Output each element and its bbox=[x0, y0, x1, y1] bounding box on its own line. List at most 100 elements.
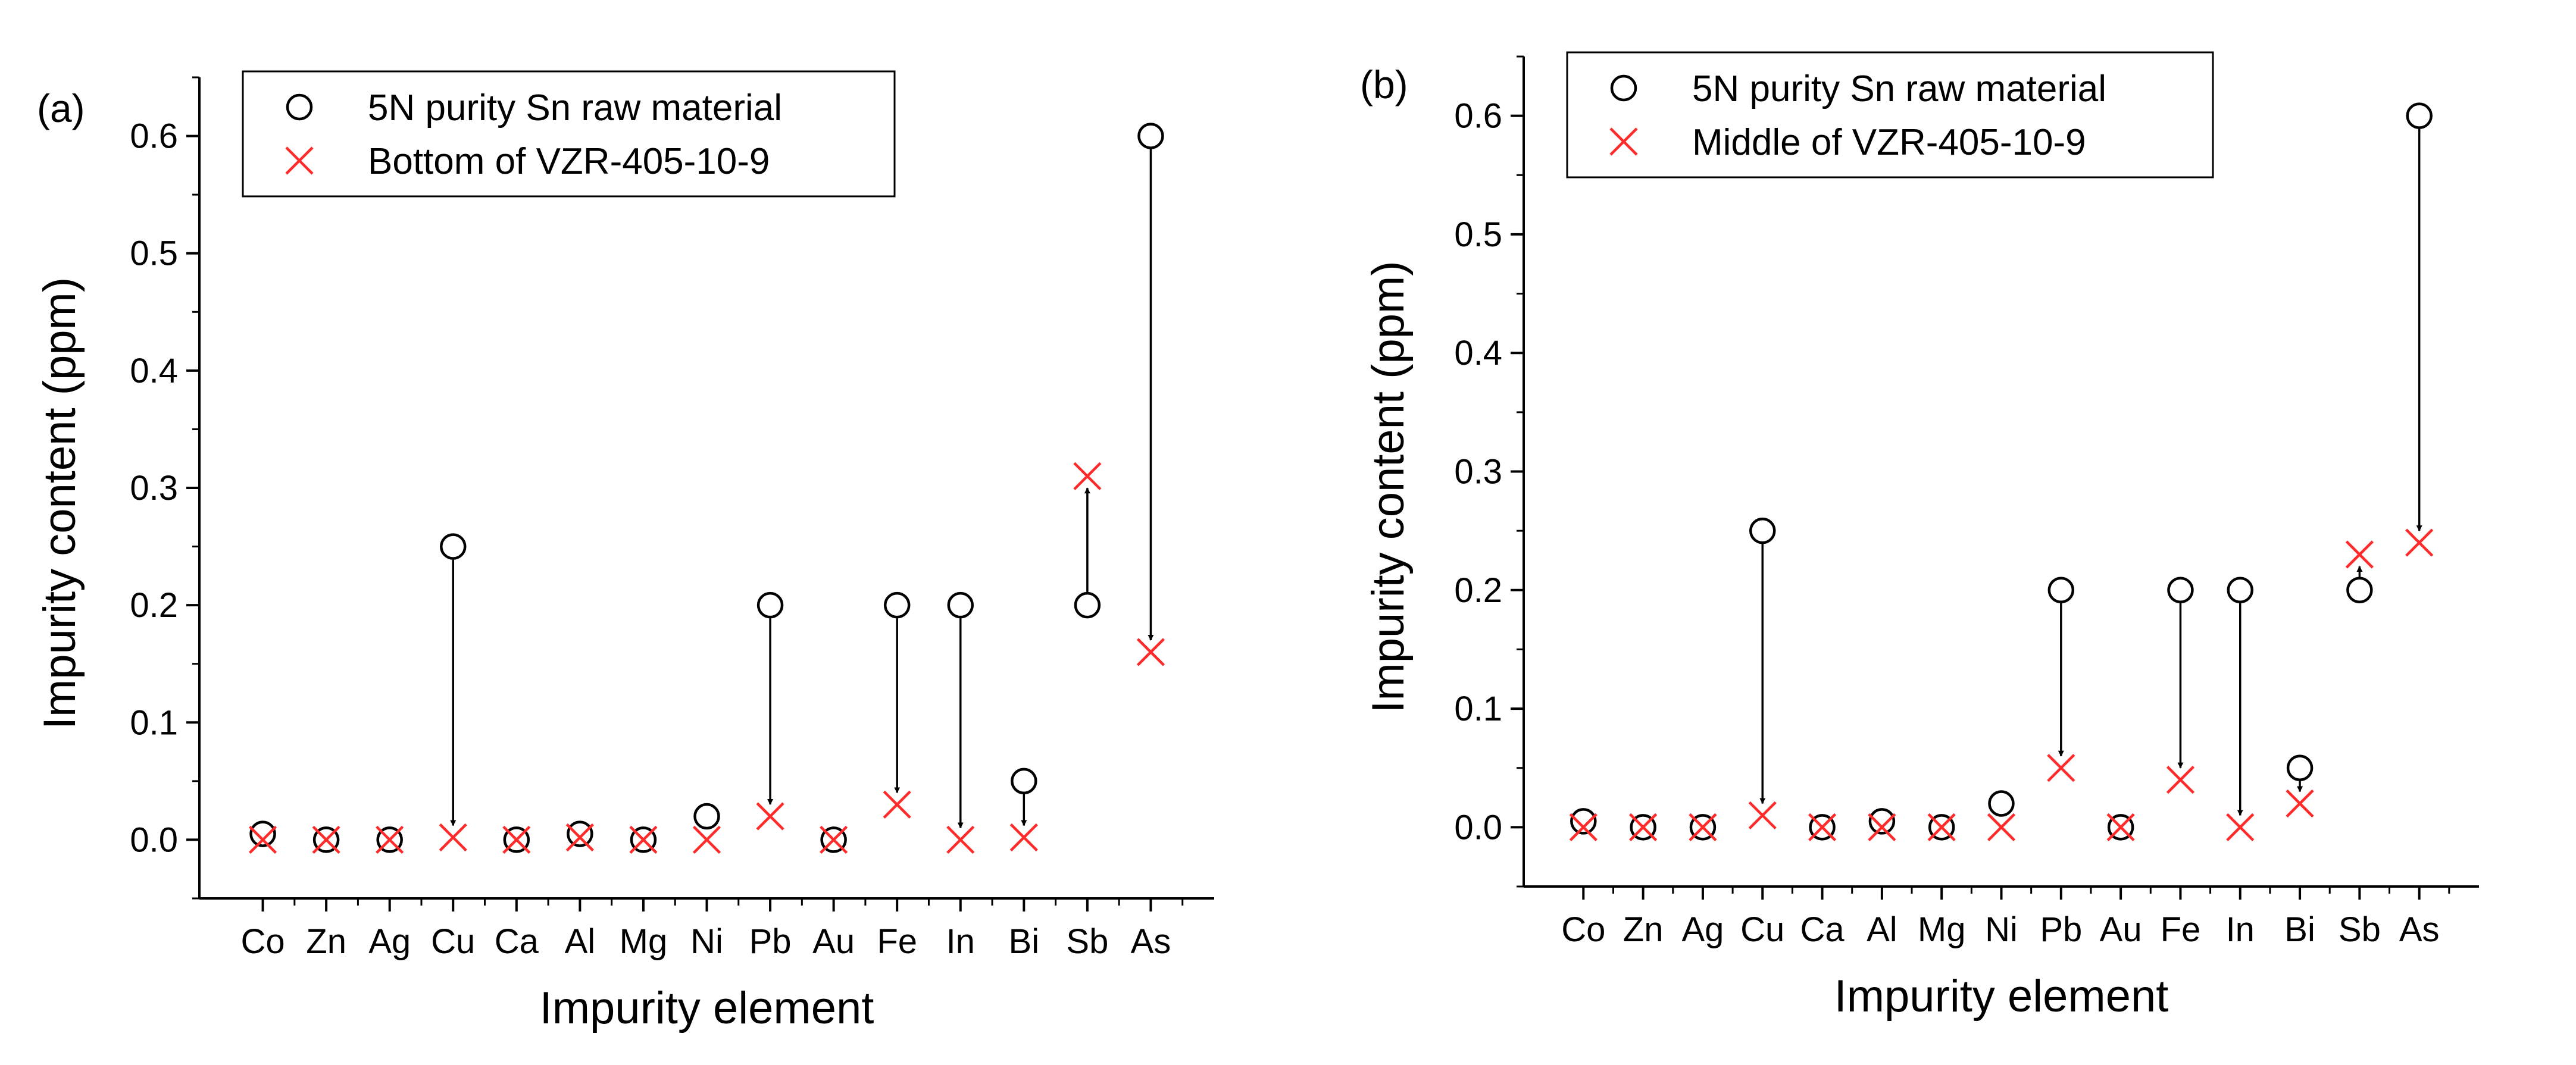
x-tick-label: Ag bbox=[368, 922, 411, 961]
y-axis-title: Impurity content (ppm) bbox=[35, 277, 85, 729]
x-tick-label: Zn bbox=[1623, 910, 1664, 949]
y-tick-label: 0.6 bbox=[1454, 97, 1502, 136]
raw-material-point bbox=[2286, 754, 2314, 781]
y-axis-title: Impurity content (ppm) bbox=[1363, 261, 1414, 713]
legend-circle-marker bbox=[286, 93, 313, 121]
processed-point bbox=[439, 823, 467, 852]
legend-label-processed: Bottom of VZR-405-10-9 bbox=[368, 141, 770, 182]
x-tick-label: Ni bbox=[1985, 910, 2018, 949]
raw-material-point bbox=[2227, 577, 2253, 604]
processed-point bbox=[2047, 754, 2075, 782]
processed-point bbox=[946, 825, 975, 854]
x-axis-title: Impurity element bbox=[540, 983, 874, 1033]
raw-material-point bbox=[1928, 814, 1955, 841]
processed-point bbox=[1987, 813, 2016, 841]
x-tick-label: Bi bbox=[1009, 922, 1040, 961]
processed-point bbox=[2345, 540, 2374, 569]
x-tick-label: In bbox=[2226, 910, 2255, 949]
x-tick-label: Mg bbox=[1918, 910, 1966, 949]
x-tick-label: Ca bbox=[495, 922, 539, 961]
processed-point bbox=[376, 825, 404, 854]
raw-material-point bbox=[693, 803, 720, 830]
x-axis-title: Impurity element bbox=[1834, 971, 2169, 1022]
y-tick-label: 0.5 bbox=[1454, 215, 1502, 254]
processed-point bbox=[248, 825, 277, 854]
y-tick-label: 0.2 bbox=[130, 586, 178, 625]
x-tick-label: Pb bbox=[749, 922, 792, 961]
raw-material-point bbox=[2346, 577, 2373, 604]
raw-material-point bbox=[1137, 123, 1164, 149]
x-tick-label: Co bbox=[240, 922, 285, 961]
processed-point bbox=[1927, 813, 1956, 841]
raw-material-point bbox=[2167, 577, 2194, 604]
x-tick-label: Sb bbox=[2339, 910, 2381, 949]
x-tick-label: Fe bbox=[2161, 910, 2201, 949]
processed-point bbox=[1868, 813, 1896, 841]
raw-material-point bbox=[440, 533, 467, 560]
x-tick-label: Al bbox=[565, 922, 596, 961]
processed-point bbox=[692, 825, 721, 854]
raw-material-point bbox=[1630, 814, 1656, 841]
legend-box bbox=[242, 70, 896, 198]
x-tick-label: Pb bbox=[2040, 910, 2082, 949]
panel-label: (b) bbox=[1360, 62, 1408, 106]
raw-material-point bbox=[1868, 808, 1896, 835]
y-tick-label: 0.3 bbox=[130, 469, 178, 508]
x-tick-label: Cu bbox=[431, 922, 475, 961]
chart-panel-a: 0.0 0.1 0.2 0.3 0.4 0.5 0.6 Co Zn Ag Cu Ca Al Mg Ni Pb A… bbox=[35, 70, 1214, 1033]
x-tick-label: Ag bbox=[1681, 910, 1724, 949]
x-tick-label: Sb bbox=[1066, 922, 1108, 961]
raw-material-point bbox=[820, 826, 847, 853]
legend-label-processed: Middle of VZR-405-10-9 bbox=[1692, 122, 2086, 163]
processed-point bbox=[1689, 813, 1717, 841]
y-tick-label: 0.4 bbox=[130, 352, 178, 390]
panel-label: (a) bbox=[37, 86, 85, 130]
y-tick-label: 0.6 bbox=[130, 117, 178, 156]
processed-point bbox=[1073, 462, 1102, 490]
y-tick-label: 0.1 bbox=[130, 703, 178, 742]
processed-point bbox=[2166, 766, 2195, 794]
processed-point bbox=[1808, 813, 1837, 841]
raw-material-point bbox=[376, 826, 403, 853]
processed-point bbox=[565, 823, 594, 852]
raw-material-point bbox=[2047, 577, 2075, 604]
processed-point bbox=[2106, 813, 2135, 841]
raw-material-point bbox=[1988, 790, 2015, 817]
raw-material-point bbox=[756, 591, 784, 619]
raw-material-point bbox=[2107, 814, 2134, 841]
legend-circle-marker bbox=[1610, 74, 1637, 102]
x-tick-label: Bi bbox=[2284, 910, 2315, 949]
x-tick-label: Ni bbox=[690, 922, 723, 961]
raw-material-point bbox=[883, 591, 911, 619]
x-tick-label: Cu bbox=[1740, 910, 1784, 949]
processed-point bbox=[2226, 813, 2255, 841]
raw-material-point bbox=[1074, 591, 1101, 619]
y-tick-label: 0.0 bbox=[130, 820, 178, 859]
x-tick-label: Ca bbox=[1800, 910, 1845, 949]
raw-material-point bbox=[2406, 102, 2433, 129]
y-tick-label: 0.4 bbox=[1454, 334, 1502, 372]
raw-material-point bbox=[947, 591, 974, 619]
processed-point bbox=[312, 825, 340, 854]
legend-label-raw: 5N purity Sn raw material bbox=[1692, 68, 2106, 109]
y-tick-label: 0.5 bbox=[130, 234, 178, 273]
y-tick-label: 0.3 bbox=[1454, 453, 1502, 491]
x-tick-label: Fe bbox=[877, 922, 917, 961]
x-tick-label: Mg bbox=[620, 922, 668, 961]
processed-point bbox=[820, 825, 848, 854]
raw-material-point bbox=[312, 826, 340, 853]
processed-point bbox=[756, 802, 784, 831]
legend-box bbox=[1566, 51, 2214, 178]
raw-material-point bbox=[249, 820, 276, 847]
raw-material-point bbox=[567, 820, 593, 847]
processed-point bbox=[502, 825, 531, 854]
raw-material-point bbox=[630, 826, 657, 853]
y-tick-label: 0.2 bbox=[1454, 571, 1502, 610]
legend-label-raw: 5N purity Sn raw material bbox=[368, 87, 782, 129]
y-tick-label: 0.0 bbox=[1454, 808, 1502, 847]
processed-point bbox=[1748, 801, 1777, 830]
chart-panel-b: 0.0 0.1 0.2 0.3 0.4 0.5 0.6 Co Zn Ag Cu Ca Al Mg Ni Pb A… bbox=[1360, 51, 2479, 1022]
raw-material-point bbox=[1809, 814, 1836, 841]
raw-material-point bbox=[1689, 814, 1717, 841]
